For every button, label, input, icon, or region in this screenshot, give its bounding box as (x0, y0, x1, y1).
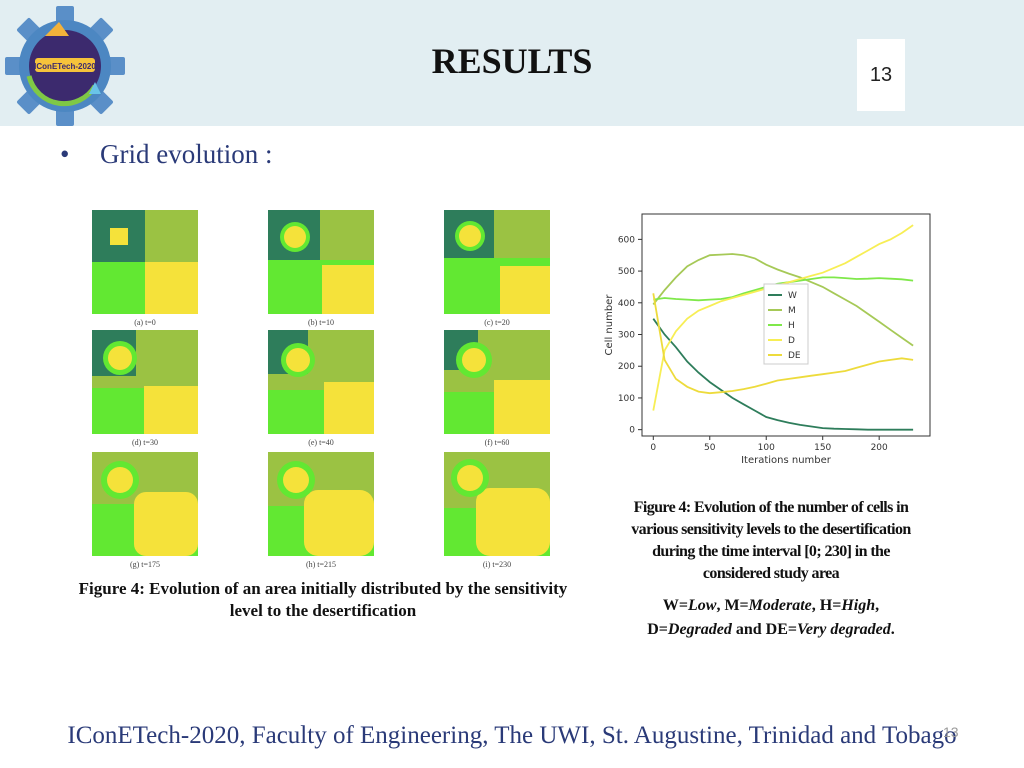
abbrev-line-2: D=Degraded and DE=Very degraded. (647, 621, 895, 638)
abbrev-line-1: W=Low, M=Moderate, H=High, (662, 597, 880, 614)
y-tick-label: 400 (618, 299, 635, 309)
grid-caption-b: (b) t=10 (307, 318, 335, 327)
y-tick-label: 500 (618, 267, 635, 277)
slide-number-box: 13 (857, 39, 905, 111)
conference-logo: IConETech-2020 (2, 4, 128, 128)
footer-page-number: 13 (943, 724, 959, 740)
y-tick-label: 300 (618, 331, 635, 341)
legend-label-h: H (788, 321, 795, 331)
series-line-de (652, 293, 914, 395)
grid-caption-e: (e) t=40 (308, 438, 334, 447)
x-tick-label: 100 (758, 443, 775, 453)
bullet-item: • Grid evolution : (60, 139, 272, 170)
slide-number: 13 (869, 64, 893, 86)
slide-title: RESULTS (431, 41, 593, 81)
series-line-m (652, 253, 914, 347)
grid-panel-a (92, 210, 198, 314)
logo-text: IConETech-2020 (34, 62, 96, 71)
grid-panel-g (92, 452, 198, 556)
series-line-w (652, 318, 914, 431)
line-chart: 0 50 100 150 200 0 100 200 300 400 500 600 Iteration… (596, 206, 936, 472)
grid-panel-b (268, 210, 374, 314)
grid-panel-h (268, 452, 374, 556)
line-chart-svg: 0 50 100 150 200 0 100 200 300 400 500 600 Iteration… (604, 213, 931, 466)
bullet-text: Grid evolution : (100, 139, 273, 169)
grid-caption-i: (i) t=230 (482, 560, 512, 569)
grid-caption-f: (f) t=60 (484, 438, 510, 447)
grid-panel-e (268, 330, 374, 434)
footer-text: IConETech-2020, Faculty of Engineering, … (67, 722, 957, 749)
y-tick-label: 200 (618, 362, 635, 372)
x-tick-label: 150 (814, 443, 831, 453)
level-abbreviations: W=Low, M=Moderate, H=High, D=Degraded an… (621, 594, 921, 642)
right-figure-caption: Figure 4: Evolution of the number of cel… (631, 499, 911, 582)
grid-panel-d (92, 330, 198, 434)
y-tick-label: 600 (618, 235, 635, 245)
grid-caption-c: (c) t=20 (484, 318, 510, 327)
y-tick-label: 0 (629, 426, 635, 436)
x-axis-label: Iterations number (741, 455, 832, 466)
x-tick-label: 0 (650, 443, 656, 453)
grid-caption-a: (a) t=0 (134, 318, 156, 327)
left-figure-caption: Figure 4: Evolution of an area initially… (78, 579, 568, 620)
bullet-dot-icon: • (60, 139, 70, 169)
grid-panel-c (444, 210, 550, 314)
grid-panel-f (444, 330, 550, 434)
legend-label-w: W (788, 291, 797, 301)
grid-caption-h: (h) t=215 (305, 560, 337, 569)
grid-panel-i (444, 452, 550, 556)
legend-box (763, 283, 809, 365)
grid-caption-g: (g) t=175 (129, 560, 161, 569)
gear-logo-icon: IConETech-2020 (5, 6, 125, 126)
y-tick-label: 100 (618, 394, 635, 404)
legend-label-d: D (788, 336, 795, 346)
legend-label-m: M (788, 306, 796, 316)
grid-caption-d: (d) t=30 (131, 438, 159, 447)
legend-label-de: DE (788, 351, 801, 361)
x-tick-label: 50 (704, 443, 716, 453)
header-band (0, 0, 1024, 126)
y-axis-label: Cell number (604, 294, 615, 356)
x-tick-label: 200 (871, 443, 888, 453)
